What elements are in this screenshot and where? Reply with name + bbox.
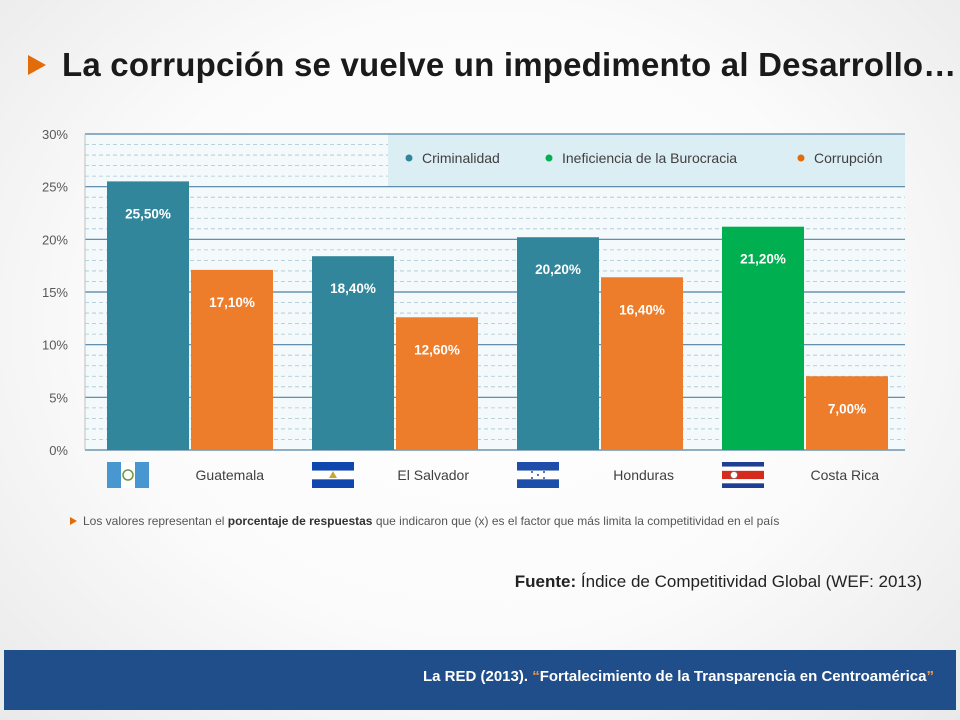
flag-stripe xyxy=(312,479,354,488)
flag-star xyxy=(543,477,545,479)
x-tick-label-costa-rica: Costa Rica xyxy=(811,467,880,483)
triangle-bullet-icon xyxy=(70,517,77,525)
x-tick-label-honduras: Honduras xyxy=(613,467,674,483)
bar-costa-rica-corrupcion xyxy=(806,376,888,450)
legend-marker-corrupcion xyxy=(797,154,805,162)
flag-stripe xyxy=(722,479,764,484)
y-tick-label: 20% xyxy=(42,232,68,247)
flag-stripe xyxy=(722,483,764,488)
flag-emblem xyxy=(730,471,738,479)
bar-honduras-criminalidad xyxy=(517,237,599,450)
title-row: La corrupción se vuelve un impedimento a… xyxy=(28,40,957,90)
legend-item-corrupcion: Corrupción xyxy=(797,150,882,166)
bar-guatemala-criminalidad xyxy=(107,181,189,450)
flag-stripe xyxy=(121,462,135,488)
source-label: Fuente: xyxy=(514,572,577,591)
data-label-costa-rica-ineficiencia-de-la-burocracia: 21,20% xyxy=(740,252,786,267)
footer-bar: La RED (2013). “Fortalecimiento de la Tr… xyxy=(4,650,956,710)
y-tick-label: 30% xyxy=(42,127,68,142)
y-tick-label: 0% xyxy=(49,443,68,458)
flag-stripe xyxy=(517,462,559,471)
flag-emblem xyxy=(122,469,134,481)
footer-prefix: La RED (2013). xyxy=(422,668,533,685)
honduras-flag-icon xyxy=(517,462,559,488)
page-title: La corrupción se vuelve un impedimento a… xyxy=(62,46,957,83)
y-tick-label: 10% xyxy=(42,338,68,353)
y-tick-label: 25% xyxy=(42,180,68,195)
bar-el-salvador-corrupcion xyxy=(396,317,478,450)
legend-marker-criminalidad xyxy=(405,154,413,162)
data-label-honduras-corrupcion: 16,40% xyxy=(619,302,665,317)
bar-guatemala-corrupcion xyxy=(191,269,273,450)
note-text: Los valores representan el porcentaje de… xyxy=(83,514,779,528)
source-text: Índice de Competitividad Global (WEF: 20… xyxy=(576,572,922,591)
legend-label-ineficiencia-de-la-burocracia: Ineficiencia de la Burocracia xyxy=(562,150,737,166)
triangle-bullet-icon xyxy=(28,55,46,75)
flag-stripe xyxy=(722,466,764,471)
legend-label-corrupcion: Corrupción xyxy=(814,150,882,166)
source-citation: Fuente: Índice de Competitividad Global … xyxy=(515,572,922,592)
footer-open-quote: “ xyxy=(532,668,540,685)
flag-emblem xyxy=(329,471,337,478)
flag-stripe xyxy=(312,462,354,471)
data-label-guatemala-criminalidad: 25,50% xyxy=(125,206,171,221)
flag-stripe xyxy=(107,462,121,488)
flag-stripe xyxy=(722,470,764,480)
x-tick-label-el-salvador: El Salvador xyxy=(397,467,469,483)
bar-chart: 0% 5% 10% 15% 20% 25% 30% Criminalidad Ineficien… xyxy=(42,127,905,488)
bar-honduras-corrupcion xyxy=(601,277,683,450)
footer-title: Fortalecimiento de la Transparencia en C… xyxy=(539,668,927,685)
data-label-el-salvador-corrupcion: 12,60% xyxy=(414,342,460,357)
data-label-guatemala-corrupcion: 17,10% xyxy=(209,295,255,310)
legend-marker-ineficiencia-de-la-burocracia xyxy=(545,154,553,162)
data-label-costa-rica-corrupcion: 7,00% xyxy=(828,401,866,416)
data-label-honduras-criminalidad: 20,20% xyxy=(535,262,581,277)
y-tick-label: 15% xyxy=(42,285,68,300)
el-salvador-flag-icon xyxy=(312,462,354,488)
bar-el-salvador-criminalidad xyxy=(312,256,394,450)
flag-star xyxy=(537,474,539,476)
x-tick-label-guatemala: Guatemala xyxy=(196,467,265,483)
note-text-bold: porcentaje de respuestas xyxy=(227,514,373,528)
legend-background xyxy=(388,134,905,187)
costa-rica-flag-icon xyxy=(722,462,764,488)
bar-costa-rica-ineficiencia-de-la-burocracia xyxy=(722,226,804,450)
flag-stripe xyxy=(722,462,764,467)
footer-citation: La RED (2013). “Fortalecimiento de la Tr… xyxy=(423,668,934,685)
note-text-before: Los valores representan el xyxy=(83,514,228,528)
legend-label-criminalidad: Criminalidad xyxy=(422,150,500,166)
footer-close-quote: ” xyxy=(926,668,935,685)
flag-star xyxy=(531,471,533,473)
y-tick-label: 5% xyxy=(49,390,68,405)
guatemala-flag-icon xyxy=(107,462,149,488)
flag-star xyxy=(543,471,545,473)
legend-item-criminalidad: Criminalidad xyxy=(405,150,500,166)
note-text-after: que indicaron que (x) es el factor que m… xyxy=(372,514,780,528)
data-label-el-salvador-criminalidad: 18,40% xyxy=(330,281,376,296)
legend-item-ineficiencia-de-la-burocracia: Ineficiencia de la Burocracia xyxy=(545,150,737,166)
chart-note: Los valores representan el porcentaje de… xyxy=(70,514,779,528)
flag-stripe xyxy=(517,479,559,488)
flag-star xyxy=(531,477,533,479)
flag-stripe xyxy=(135,462,149,488)
